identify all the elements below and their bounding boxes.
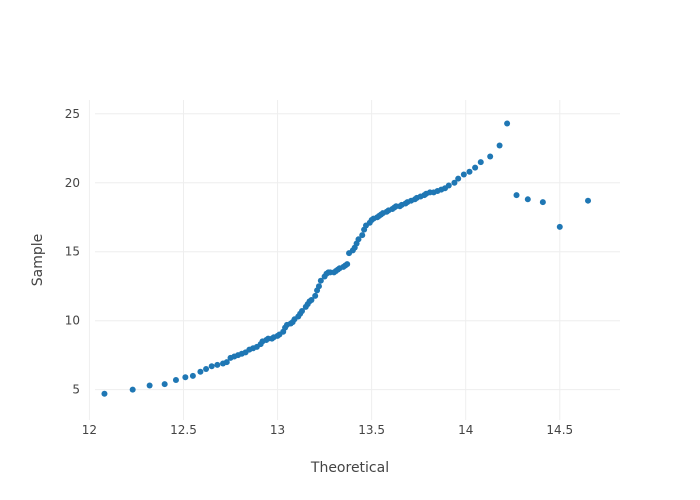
x-tick-labels: 12 12.5 13 13.5 14 14.5 — [82, 423, 573, 437]
scatter-point — [451, 179, 458, 186]
scatter-point — [161, 381, 168, 388]
x-tick-label: 14.5 — [546, 423, 573, 437]
scatter-point — [455, 175, 462, 182]
y-tick-label: 5 — [72, 383, 80, 397]
grid-lines — [88, 100, 620, 420]
scatter-point — [315, 283, 322, 290]
x-tick-label: 12 — [82, 423, 97, 437]
scatter-point — [344, 261, 351, 268]
scatter-point — [129, 386, 136, 393]
scatter-point — [504, 120, 511, 127]
scatter-point — [189, 372, 196, 379]
scatter-point — [197, 368, 204, 375]
x-axis-title: Theoretical — [310, 460, 389, 476]
scatter-point — [513, 192, 520, 199]
y-tick-labels: 5 10 15 20 25 — [65, 107, 80, 397]
scatter-point — [203, 365, 210, 372]
scatter-point — [539, 199, 546, 206]
scatter-point — [308, 297, 315, 303]
scatter-point — [182, 374, 189, 381]
x-tick-label: 12.5 — [170, 423, 197, 437]
x-tick-label: 14 — [458, 423, 473, 437]
y-tick-label: 15 — [65, 245, 80, 259]
scatter-point — [299, 308, 306, 315]
data-points — [101, 120, 592, 397]
scatter-point — [472, 164, 479, 171]
scatter-point — [524, 196, 531, 203]
scatter-point — [355, 236, 362, 243]
scatter-point — [585, 197, 592, 204]
x-tick-label: 13.5 — [358, 423, 385, 437]
scatter-point — [312, 292, 319, 299]
scatter-point — [172, 377, 179, 383]
scatter-point — [477, 159, 484, 166]
scatter-point — [556, 223, 563, 230]
scatter-point — [496, 142, 503, 149]
scatter-point — [487, 153, 494, 160]
scatter-point — [460, 171, 467, 178]
x-tick-label: 13 — [270, 423, 285, 437]
scatter-point — [146, 382, 153, 389]
scatter-point — [101, 390, 108, 397]
scatter-point — [466, 168, 473, 175]
scatter-point — [223, 359, 230, 366]
scatter-point — [317, 277, 324, 284]
y-tick-label: 25 — [65, 107, 80, 121]
y-tick-label: 10 — [65, 314, 80, 328]
scatter-point — [214, 361, 221, 368]
scatter-point — [445, 182, 452, 189]
y-axis-title: Sample — [30, 234, 46, 287]
y-tick-label: 20 — [65, 176, 80, 190]
scatter-point — [359, 232, 366, 239]
scatter-point — [208, 363, 215, 370]
